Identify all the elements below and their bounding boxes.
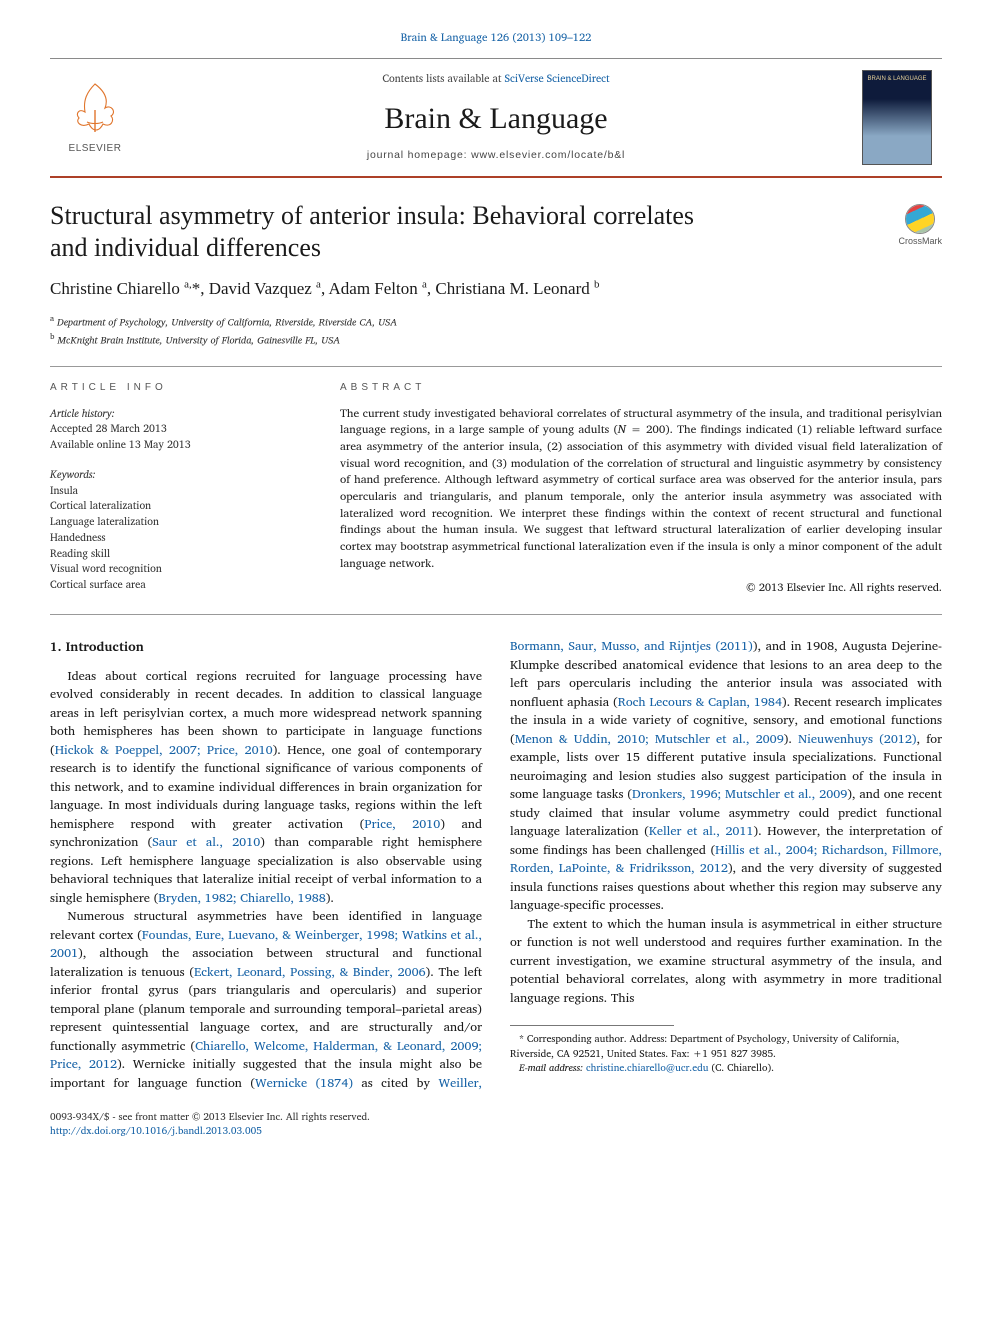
issn-line: 0093-934X/$ - see front matter © 2013 El…	[50, 1110, 942, 1124]
doi-link[interactable]: http://dx.doi.org/10.1016/j.bandl.2013.0…	[50, 1123, 262, 1139]
intro-para-3: The extent to which the human insula is …	[510, 915, 942, 1008]
abstract-head: abstract	[340, 381, 942, 396]
header-center: Contents lists available at SciVerse Sci…	[140, 59, 852, 176]
citation-link[interactable]: Dronkers, 1996; Mutschler et al., 2009	[632, 784, 847, 804]
affiliation-b: McKnight Brain Institute, University of …	[57, 332, 340, 348]
citation-link[interactable]: Keller et al., 2011	[649, 821, 754, 841]
article-info-col: article info Article history: Accepted 2…	[50, 381, 308, 596]
homepage-prefix: journal homepage:	[367, 149, 471, 161]
citation-link[interactable]: Saur et al., 2010	[152, 832, 260, 852]
article-title-line-1: Structural asymmetry of anterior insula:…	[50, 201, 694, 230]
article-title-line-2: and individual differences	[50, 233, 321, 262]
corresponding-email: E-mail address: christine.chiarello@ucr.…	[510, 1061, 942, 1076]
contents-prefix: Contents lists available at	[382, 69, 504, 87]
keywords-block: Keywords: InsulaCortical lateralizationL…	[50, 467, 308, 593]
body-columns: 1. Introduction Ideas about cortical reg…	[50, 637, 942, 1092]
intro-heading: 1. Introduction	[50, 637, 482, 656]
citation-link[interactable]: Menon & Uddin, 2010; Mutschler et al., 2…	[515, 729, 784, 749]
elsevier-logo[interactable]: ELSEVIER	[50, 59, 140, 176]
keywords-list: InsulaCortical lateralizationLanguage la…	[50, 481, 162, 594]
email-link[interactable]: christine.chiarello@ucr.edu	[586, 1060, 708, 1076]
footnote-separator	[510, 1025, 674, 1026]
sciencedirect-link[interactable]: SciVerse ScienceDirect	[504, 69, 609, 87]
elsevier-tree-icon	[65, 78, 125, 138]
affiliations: a Department of Psychology, University o…	[50, 312, 942, 349]
article-title: Structural asymmetry of anterior insula:…	[50, 200, 942, 265]
journal-cover-thumbnail: BRAIN & LANGUAGE	[862, 70, 932, 165]
author-list: Christine Chiarello a,*, David Vazquez a…	[50, 277, 942, 302]
meta-row: article info Article history: Accepted 2…	[50, 366, 942, 615]
corresponding-author: * Corresponding author. Address: Departm…	[510, 1032, 942, 1061]
citation-link[interactable]: Hickok & Poeppel, 2007; Price, 2010	[55, 740, 273, 760]
copyright-line: © 2013 Elsevier Inc. All rights reserved…	[340, 580, 942, 596]
crossmark-label: CrossMark	[898, 236, 942, 247]
crossmark-icon	[905, 204, 935, 234]
online-date: Available online 13 May 2013	[50, 435, 191, 453]
citation-link[interactable]: Wernicke (1874)	[255, 1073, 353, 1093]
journal-homepage: journal homepage: www.elsevier.com/locat…	[140, 148, 852, 163]
article-info-head: article info	[50, 381, 308, 396]
citation-link[interactable]: Eckert, Leonard, Possing, & Binder, 2006	[194, 962, 426, 982]
journal-header: ELSEVIER Contents lists available at Sci…	[50, 58, 942, 178]
top-citation-link[interactable]: Brain & Language 126 (2013) 109–122	[401, 28, 592, 46]
homepage-url[interactable]: www.elsevier.com/locate/b&l	[471, 149, 625, 161]
elsevier-label: ELSEVIER	[69, 142, 122, 157]
citation-link[interactable]: Bryden, 1982; Chiarello, 1988	[158, 888, 326, 908]
footnotes: * Corresponding author. Address: Departm…	[510, 1032, 942, 1076]
page-footer: 0093-934X/$ - see front matter © 2013 El…	[50, 1110, 942, 1138]
intro-para-1: Ideas about cortical regions recruited f…	[50, 667, 482, 908]
journal-title: Brain & Language	[140, 97, 852, 141]
top-citation: Brain & Language 126 (2013) 109–122	[50, 30, 942, 46]
citation-link[interactable]: Price, 2010	[364, 814, 440, 834]
citation-link[interactable]: Roch Lecours & Caplan, 1984	[618, 692, 782, 712]
journal-cover[interactable]: BRAIN & LANGUAGE	[852, 59, 942, 176]
abstract-col: abstract The current study investigated …	[340, 381, 942, 596]
affiliation-a: Department of Psychology, University of …	[57, 314, 397, 330]
article-history: Article history: Accepted 28 March 2013 …	[50, 406, 308, 453]
contents-line: Contents lists available at SciVerse Sci…	[140, 71, 852, 86]
crossmark-button[interactable]: CrossMark	[898, 204, 942, 247]
abstract-text: The current study investigated behaviora…	[340, 406, 942, 573]
citation-link[interactable]: Nieuwenhuys (2012)	[798, 729, 917, 749]
